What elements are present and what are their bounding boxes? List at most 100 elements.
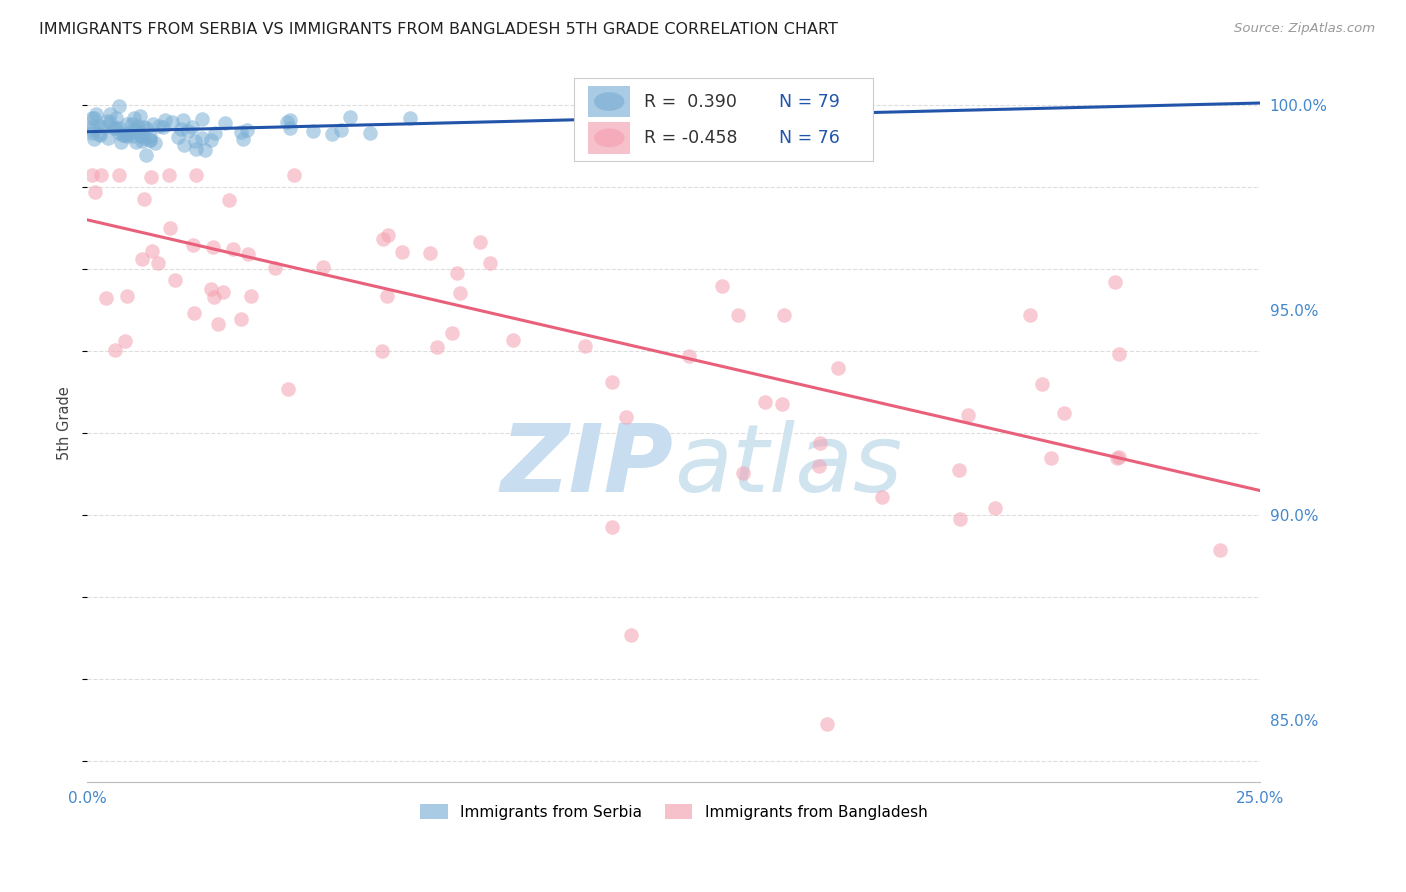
Point	[131, 128, 153, 143]
Point	[1040, 450, 1063, 465]
Point	[127, 123, 149, 137]
Text: atlas: atlas	[673, 420, 903, 511]
Point	[984, 500, 1007, 515]
Point	[264, 260, 287, 275]
Point	[115, 289, 138, 303]
Point	[232, 132, 254, 146]
Point	[177, 124, 200, 138]
Point	[89, 128, 111, 142]
Point	[93, 120, 115, 134]
Point	[1019, 308, 1042, 322]
Point	[710, 278, 733, 293]
Point	[377, 227, 399, 242]
Point	[184, 168, 207, 182]
Point	[124, 112, 146, 126]
Point	[231, 312, 253, 326]
Point	[107, 126, 129, 140]
Point	[148, 119, 170, 133]
Point	[201, 240, 224, 254]
Point	[139, 133, 162, 147]
Point	[218, 193, 240, 207]
Point	[956, 409, 979, 423]
Point	[110, 136, 132, 150]
Circle shape	[593, 128, 624, 147]
Point	[83, 111, 105, 125]
Point	[107, 99, 129, 113]
Point	[359, 126, 381, 140]
Point	[200, 133, 222, 147]
Point	[141, 244, 163, 258]
Point	[183, 306, 205, 320]
Point	[121, 117, 143, 131]
Point	[122, 121, 145, 136]
Point	[117, 127, 139, 141]
Point	[115, 128, 138, 143]
Point	[107, 168, 129, 182]
Point	[235, 122, 257, 136]
Point	[949, 512, 972, 526]
Point	[574, 339, 596, 353]
Point	[94, 291, 117, 305]
Point	[135, 147, 157, 161]
Point	[321, 128, 343, 142]
Point	[165, 272, 187, 286]
Point	[678, 349, 700, 363]
Point	[733, 467, 755, 481]
Text: N = 79: N = 79	[779, 93, 841, 111]
Point	[132, 131, 155, 145]
Point	[82, 126, 104, 140]
Point	[89, 120, 111, 134]
Point	[184, 142, 207, 156]
Point	[82, 111, 104, 125]
Point	[479, 255, 502, 269]
Point	[807, 458, 830, 473]
Point	[222, 242, 245, 256]
Point	[391, 245, 413, 260]
Point	[134, 120, 156, 134]
Point	[236, 247, 259, 261]
Point	[152, 120, 174, 135]
Point	[111, 128, 134, 142]
Text: R =  0.390: R = 0.390	[644, 93, 737, 111]
Point	[815, 717, 838, 731]
Point	[207, 317, 229, 331]
Point	[770, 397, 793, 411]
Point	[127, 120, 149, 134]
Point	[280, 120, 302, 135]
Point	[135, 120, 157, 135]
Point	[371, 344, 394, 359]
Point	[97, 131, 120, 145]
Point	[398, 111, 420, 125]
Point	[468, 235, 491, 249]
Point	[180, 120, 202, 134]
Point	[373, 232, 395, 246]
Point	[1108, 450, 1130, 464]
Point	[82, 168, 104, 182]
Point	[229, 125, 252, 139]
Point	[128, 126, 150, 140]
Point	[121, 128, 143, 143]
Point	[191, 112, 214, 126]
Point	[142, 118, 165, 132]
Point	[277, 382, 299, 396]
Point	[105, 111, 128, 125]
Point	[139, 133, 162, 147]
Point	[204, 126, 226, 140]
Point	[441, 326, 464, 340]
Point	[115, 127, 138, 141]
Point	[614, 409, 637, 424]
Point	[146, 256, 169, 270]
Point	[98, 115, 121, 129]
Point	[132, 192, 155, 206]
Point	[602, 520, 624, 534]
Text: N = 76: N = 76	[779, 128, 841, 147]
Point	[83, 132, 105, 146]
Point	[329, 123, 352, 137]
Point	[502, 333, 524, 347]
FancyBboxPatch shape	[588, 122, 630, 153]
Point	[159, 221, 181, 235]
Point	[98, 107, 121, 121]
Point	[131, 252, 153, 266]
Point	[157, 168, 180, 182]
Point	[139, 169, 162, 184]
